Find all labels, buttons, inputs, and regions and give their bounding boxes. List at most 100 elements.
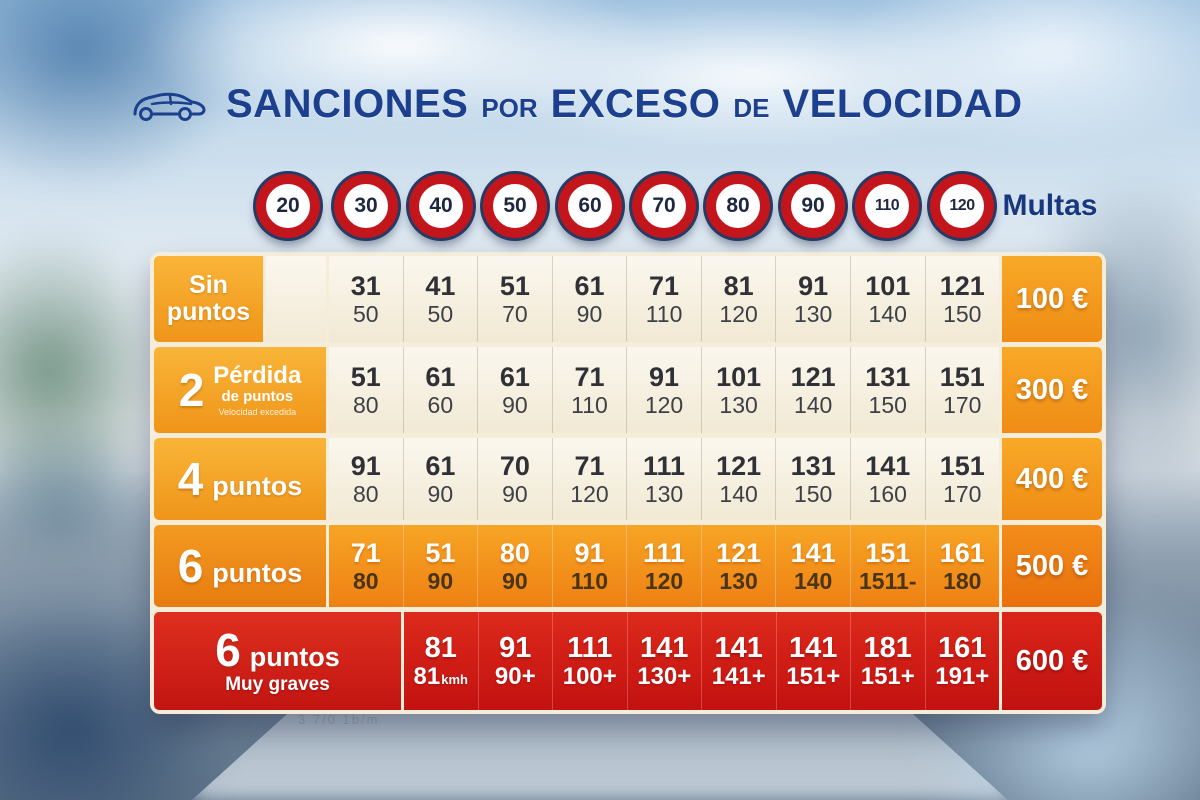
row-label-box: Sin puntos (154, 256, 266, 342)
range-start: 161 (938, 631, 987, 664)
speed-signs-row: 20 30 40 50 60 70 80 90 110 120 Multas (150, 174, 1106, 242)
range-end: 150 (793, 480, 833, 507)
speed-sign-40: 40 (409, 174, 473, 238)
speed-range-cell: 71 110 (551, 347, 627, 433)
range-end: 130 (644, 480, 684, 507)
range-end: 80 (352, 391, 379, 418)
range-start: 111 (642, 538, 686, 569)
page-title: SANCIONES POR EXCESO DE VELOCIDAD (128, 82, 1023, 127)
row-cells: 81 81kmh 91 90+ 111 100+ 141 130+ 141 141+ 14… (401, 612, 1002, 710)
speed-range-cell: 111 100+ (552, 612, 627, 710)
range-end: 140 (793, 391, 833, 418)
row-label-line: puntos (212, 471, 303, 501)
range-start: 111 (567, 631, 613, 664)
speed-range-cell: 141 130+ (626, 612, 702, 710)
title-word: SANCIONES (226, 82, 469, 126)
range-end: 130 (719, 567, 758, 594)
range-end: 140 (793, 567, 833, 594)
range-end: 130 (793, 300, 833, 327)
range-end: 81kmh (413, 663, 468, 691)
speed-range-cell: 51 70 (477, 256, 552, 342)
range-end: 180 (943, 567, 982, 594)
range-start: 151 (939, 451, 985, 482)
range-end: 90 (427, 480, 454, 507)
range-start: 141 (865, 451, 911, 482)
range-end: 130 (719, 391, 758, 418)
range-end: 50 (427, 300, 454, 327)
range-start: 31 (350, 271, 381, 302)
range-start: 121 (790, 362, 836, 393)
title-word: VELOCIDAD (782, 82, 1023, 126)
severity-label: Muy graves (225, 673, 330, 695)
table-row-sin-puntos: Sin puntos 31 50 41 50 51 70 61 90 71 110 81 1… (154, 256, 1102, 342)
range-start: 121 (939, 271, 985, 302)
fine-amount: 100 € (1002, 256, 1102, 342)
speed-range-cell: 151 1511- (849, 525, 925, 607)
range-end: 50 (352, 300, 379, 327)
range-start: 71 (574, 451, 605, 482)
title-word: POR (481, 93, 538, 123)
range-start: 91 (798, 271, 829, 302)
row-label-text: Pérdida de puntos Velocidad excedida (213, 362, 301, 418)
fines-table: Sin puntos 31 50 41 50 51 70 61 90 71 110 81 1… (150, 252, 1106, 714)
range-start: 121 (716, 451, 762, 482)
title-word: DE (733, 93, 770, 123)
speed-range-cell: 181 151+ (850, 612, 925, 710)
speed-range-cell: 161 191+ (924, 612, 1000, 710)
row-label-word: puntos (249, 641, 340, 672)
range-start: 151 (865, 538, 911, 569)
range-end: 120 (570, 480, 609, 507)
speed-range-cell: 151 170 (924, 438, 1000, 520)
range-end: 90+ (494, 663, 536, 691)
unit-suffix: kmh (441, 672, 468, 688)
range-end: 90 (502, 391, 528, 418)
row-cells: 91 80 61 90 70 90 71 120 111 130 121 140 131 15… (326, 438, 1002, 520)
range-start: 51 (425, 538, 456, 569)
range-end: 151+ (860, 663, 915, 691)
row-label-line: Velocidad excedida (218, 406, 297, 417)
fines-column-header: Multas (1002, 189, 1098, 222)
speed-sign-20: 20 (256, 174, 320, 238)
range-start: 41 (425, 271, 456, 302)
speed-range-cell: 141 140 (775, 525, 850, 607)
range-start: 71 (649, 271, 680, 302)
speed-sign-30: 30 (334, 174, 398, 238)
speed-range-cell: 111 130 (626, 438, 701, 520)
range-end: 130+ (637, 663, 692, 691)
points-number: 6 (215, 623, 241, 676)
range-end: 170 (943, 480, 982, 507)
speed-range-cell: 151 170 (924, 347, 1000, 433)
range-start: 61 (425, 451, 456, 482)
speed-range-cell: 121 130 (700, 525, 776, 607)
speed-range-cell: 31 50 (329, 256, 403, 342)
row-label-text: puntos (166, 298, 251, 326)
speed-range-cell: 101 140 (849, 256, 925, 342)
speed-range-cell: 141 151+ (775, 612, 851, 710)
watermark-artifact: 3 7/0 1b/m (298, 712, 380, 727)
range-end: 110 (645, 300, 683, 327)
range-start: 141 (789, 631, 838, 664)
range-end: 90 (502, 567, 528, 594)
range-start: 151 (939, 362, 985, 393)
range-start: 91 (649, 362, 680, 393)
speed-sign-80: 80 (706, 174, 770, 238)
table-row-2-puntos: 2 Pérdida de puntos Velocidad excedida 5… (154, 347, 1102, 433)
speed-range-cell: 71 110 (626, 256, 701, 342)
speed-range-cell: 91 80 (329, 438, 403, 520)
row-label: 6 puntos (154, 525, 326, 607)
range-end: 1511- (858, 567, 917, 594)
range-end: 80 (352, 480, 379, 507)
range-end: 120 (719, 300, 758, 327)
range-start: 91 (350, 451, 381, 482)
range-end: 60 (427, 391, 454, 418)
range-end: 140 (719, 480, 758, 507)
title-word: EXCESO (550, 82, 721, 126)
row-cells: 31 50 41 50 51 70 61 90 71 110 81 120 91 130 10… (326, 256, 1002, 342)
speed-range-cell: 131 150 (849, 347, 925, 433)
fine-amount: 400 € (1002, 438, 1102, 520)
range-end: 160 (868, 480, 907, 507)
row-label-text: 6 puntos (178, 543, 303, 589)
range-end: 120 (644, 567, 684, 594)
speed-range-cell: 61 90 (477, 347, 552, 433)
range-start: 81 (723, 271, 754, 302)
